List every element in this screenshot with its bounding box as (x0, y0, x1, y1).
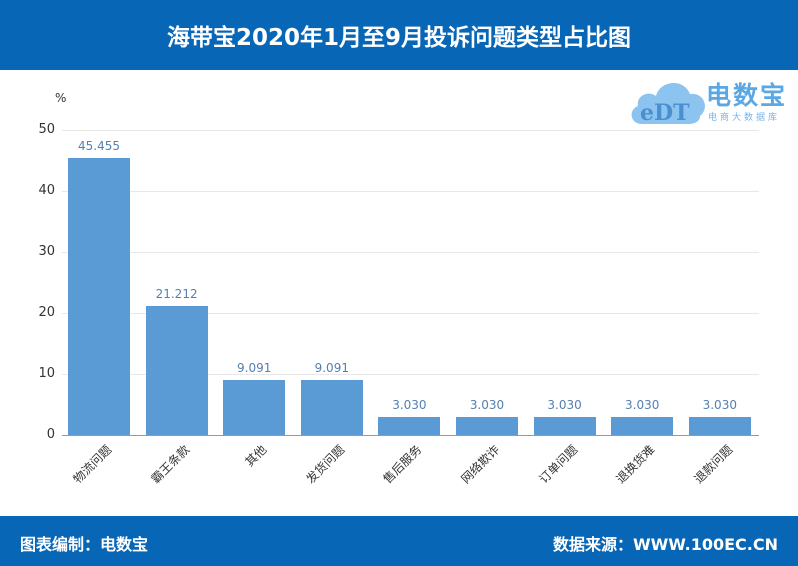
bar (533, 416, 596, 435)
y-axis-unit: % (55, 91, 67, 105)
logo-brand: 电数宝 (706, 81, 788, 110)
bar-value-label: 21.212 (155, 286, 198, 301)
y-tick-label: 10 (38, 366, 55, 381)
x-tick-label: 网络欺诈 (458, 442, 503, 487)
bar (68, 157, 130, 435)
x-tick-label: 发货问题 (303, 442, 348, 487)
bar (688, 416, 751, 435)
gridline (62, 313, 759, 314)
bar-value-label: 9.091 (237, 360, 272, 375)
chart-footer: 图表编制：电数宝 数据来源：WWW.100EC.CN (0, 516, 798, 566)
bar-value-label: 3.030 (625, 397, 660, 412)
gridline (62, 374, 759, 375)
footer-source: 数据来源：WWW.100EC.CN (552, 535, 778, 554)
bar-value-label: 3.030 (392, 397, 427, 412)
bar-value-label: 3.030 (469, 397, 505, 412)
chart-title: 海带宝2020年1月至9月投诉问题类型占比图 (166, 25, 632, 51)
bar (611, 416, 674, 435)
bar (378, 416, 441, 435)
bar-value-label: 3.030 (547, 397, 582, 412)
x-tick-label: 霸王条款 (148, 442, 192, 487)
bar (300, 379, 363, 435)
x-tick-label: 其他 (242, 442, 270, 470)
x-tick-label: 售后服务 (380, 442, 425, 487)
x-axis (62, 435, 759, 436)
x-tick-label: 订单问题 (536, 442, 580, 487)
y-tick-label: 40 (38, 183, 55, 198)
x-tick-label: 退换货难 (613, 442, 658, 487)
gridline (62, 191, 759, 192)
y-tick-label: 50 (38, 122, 55, 137)
x-tick-label: 物流问题 (70, 442, 115, 487)
y-tick-label: 20 (38, 305, 55, 320)
logo-mark: eDT (640, 100, 690, 126)
gridline (62, 130, 759, 131)
cloud-logo-icon: eDT (631, 82, 705, 126)
chart-header: 海带宝2020年1月至9月投诉问题类型占比图 (0, 0, 798, 70)
bar (456, 416, 518, 435)
y-tick-label: 0 (46, 427, 55, 442)
logo-subtitle: 电商大数据库 (708, 113, 781, 123)
bar-value-label: 45.455 (78, 138, 120, 153)
bar-value-label: 9.091 (314, 360, 349, 375)
bar-value-label: 3.030 (702, 397, 737, 412)
footer-credit: 图表编制：电数宝 (20, 535, 149, 554)
bar (145, 305, 208, 435)
gridline (62, 252, 759, 253)
bar (223, 379, 286, 435)
x-tick-label: 退款问题 (691, 442, 736, 487)
y-tick-label: 30 (38, 244, 55, 259)
logo: eDT 电数宝 电商大数据库 (628, 68, 793, 130)
